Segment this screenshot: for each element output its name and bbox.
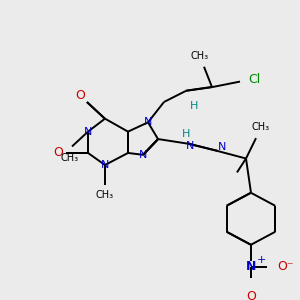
Text: N: N bbox=[144, 117, 152, 128]
Text: O: O bbox=[246, 290, 256, 300]
Text: CH₃: CH₃ bbox=[252, 122, 270, 132]
Text: N: N bbox=[101, 160, 109, 170]
Text: Cl: Cl bbox=[248, 73, 260, 86]
Text: N: N bbox=[186, 140, 194, 151]
Text: O: O bbox=[53, 146, 63, 160]
Text: N: N bbox=[218, 142, 226, 152]
Text: N: N bbox=[139, 150, 147, 160]
Text: CH₃: CH₃ bbox=[61, 153, 79, 163]
Text: N: N bbox=[84, 127, 92, 136]
Text: +: + bbox=[256, 255, 266, 265]
Text: CH₃: CH₃ bbox=[96, 190, 114, 200]
Text: O⁻: O⁻ bbox=[277, 260, 293, 274]
Text: N: N bbox=[246, 260, 256, 274]
Text: H: H bbox=[182, 129, 190, 140]
Text: O: O bbox=[75, 89, 85, 102]
Text: H: H bbox=[190, 101, 198, 111]
Text: CH₃: CH₃ bbox=[191, 51, 209, 61]
